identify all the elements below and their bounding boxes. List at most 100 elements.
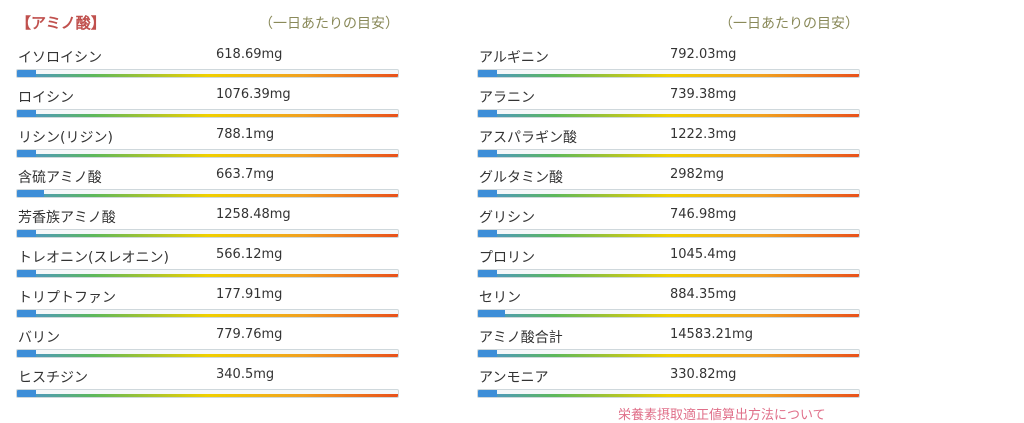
progress-bar [477, 229, 860, 238]
nutrient-name: セリン [479, 290, 521, 306]
nutrient-name: プロリン [479, 250, 535, 266]
progress-fill [17, 110, 37, 117]
nutrient-name: アンモニア [479, 370, 549, 386]
nutrient-value: 566.12mg [216, 247, 283, 262]
progress-fill [478, 310, 505, 317]
nutrient-value: 788.1mg [216, 127, 275, 142]
progress-fill [478, 390, 498, 397]
nutrient-name: イソロイシン [18, 50, 102, 66]
nutrient-name: 芳香族アミノ酸 [18, 210, 116, 226]
progress-gradient [478, 154, 859, 157]
right-column-header: （一日あたりの目安） [477, 0, 862, 44]
progress-fill [17, 270, 37, 277]
progress-gradient [478, 114, 859, 117]
nutrient-name: グリシン [479, 210, 535, 226]
nutrient-value: 663.7mg [216, 167, 275, 182]
nutrient-row: プロリン 1045.4mg [477, 244, 862, 284]
daily-amount-label: （一日あたりの目安） [719, 16, 859, 32]
progress-bar [16, 389, 399, 398]
nutrient-value: 177.91mg [216, 287, 283, 302]
nutrient-row: アスパラギン酸 1222.3mg [477, 124, 862, 164]
nutrient-value: 739.38mg [670, 87, 737, 102]
progress-gradient [17, 234, 398, 237]
nutrient-name: トリプトファン [18, 290, 116, 306]
progress-gradient [17, 114, 398, 117]
progress-fill [17, 70, 37, 77]
left-nutrient-list: イソロイシン 618.69mg ロイシン 1076.39mg リシン(リジン) 788.1… [16, 44, 401, 404]
progress-gradient [17, 154, 398, 157]
nutrient-value: 1076.39mg [216, 87, 291, 102]
nutrient-row: アンモニア 330.82mg [477, 364, 862, 404]
progress-fill [478, 270, 498, 277]
nutrient-name: バリン [18, 330, 60, 346]
progress-gradient [478, 394, 859, 397]
nutrient-value: 618.69mg [216, 47, 283, 62]
progress-bar [477, 269, 860, 278]
nutrient-value: 2982mg [670, 167, 724, 182]
progress-fill [478, 110, 498, 117]
progress-fill [478, 230, 498, 237]
progress-fill [478, 150, 498, 157]
daily-amount-label: （一日あたりの目安） [259, 16, 399, 32]
progress-fill [478, 350, 498, 357]
progress-bar [477, 109, 860, 118]
nutrient-value: 1045.4mg [670, 247, 737, 262]
progress-bar [477, 389, 860, 398]
nutrient-row: アルギニン 792.03mg [477, 44, 862, 84]
nutrient-value: 746.98mg [670, 207, 737, 222]
nutrient-name: アスパラギン酸 [479, 130, 577, 146]
section-title: 【アミノ酸】 [16, 14, 106, 32]
progress-fill [17, 310, 37, 317]
nutrient-name: 含硫アミノ酸 [18, 170, 102, 186]
nutrient-value: 884.35mg [670, 287, 737, 302]
nutrient-row: ヒスチジン 340.5mg [16, 364, 401, 404]
nutrient-row: グルタミン酸 2982mg [477, 164, 862, 204]
nutrient-name: リシン(リジン) [18, 130, 113, 146]
nutrient-row: イソロイシン 618.69mg [16, 44, 401, 84]
nutrient-value: 1222.3mg [670, 127, 737, 142]
progress-gradient [17, 314, 398, 317]
calculation-method-link[interactable]: 栄養素摂取適正値算出方法について [618, 408, 826, 423]
progress-bar [477, 69, 860, 78]
nutrient-row: バリン 779.76mg [16, 324, 401, 364]
progress-bar [16, 349, 399, 358]
progress-gradient [478, 234, 859, 237]
nutrient-name: アラニン [479, 90, 535, 106]
progress-gradient [478, 274, 859, 277]
progress-bar [16, 269, 399, 278]
progress-gradient [17, 194, 398, 197]
nutrient-row: リシン(リジン) 788.1mg [16, 124, 401, 164]
progress-gradient [17, 354, 398, 357]
nutrient-row: グリシン 746.98mg [477, 204, 862, 244]
nutrient-value: 1258.48mg [216, 207, 291, 222]
progress-gradient [17, 394, 398, 397]
nutrient-value: 340.5mg [216, 367, 275, 382]
nutrient-row: アラニン 739.38mg [477, 84, 862, 124]
nutrient-value: 14583.21mg [670, 327, 753, 342]
amino-acid-right-column: （一日あたりの目安） アルギニン 792.03mg アラニン 739.38mg アスパラ… [477, 0, 862, 404]
nutrient-value: 779.76mg [216, 327, 283, 342]
progress-fill [17, 150, 37, 157]
nutrient-name: グルタミン酸 [479, 170, 563, 186]
amino-acid-left-column: 【アミノ酸】 （一日あたりの目安） イソロイシン 618.69mg ロイシン 1076… [16, 0, 401, 404]
nutrient-row: トリプトファン 177.91mg [16, 284, 401, 324]
progress-bar [16, 189, 399, 198]
nutrient-row: アミノ酸合計 14583.21mg [477, 324, 862, 364]
progress-gradient [17, 74, 398, 77]
nutrient-name: ロイシン [18, 90, 74, 106]
progress-bar [16, 69, 399, 78]
progress-bar [16, 229, 399, 238]
nutrient-name: アミノ酸合計 [479, 330, 563, 346]
progress-bar [16, 149, 399, 158]
nutrient-row: セリン 884.35mg [477, 284, 862, 324]
progress-bar [477, 149, 860, 158]
nutrient-row: ロイシン 1076.39mg [16, 84, 401, 124]
progress-bar [16, 109, 399, 118]
nutrient-name: ヒスチジン [18, 370, 88, 386]
progress-gradient [478, 74, 859, 77]
progress-fill [17, 390, 37, 397]
progress-bar [16, 309, 399, 318]
right-nutrient-list: アルギニン 792.03mg アラニン 739.38mg アスパラギン酸 1222.3mg… [477, 44, 862, 404]
progress-fill [17, 190, 44, 197]
nutrient-value: 330.82mg [670, 367, 737, 382]
